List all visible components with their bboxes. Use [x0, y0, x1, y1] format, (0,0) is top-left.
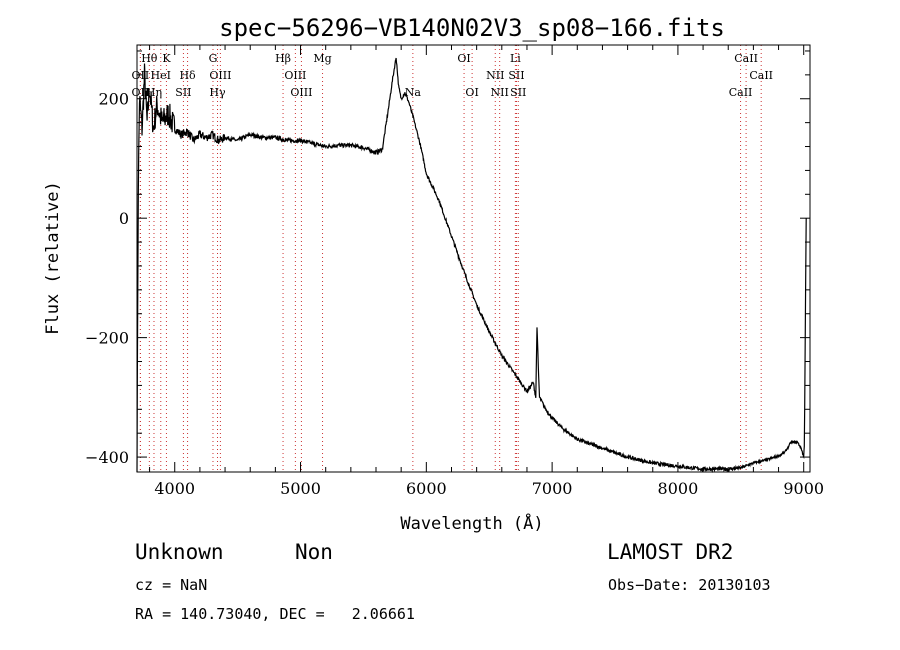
redshift-text: cz = NaN: [135, 576, 208, 594]
y-axis-label: Flux (relative): [43, 181, 63, 335]
survey-name: LAMOST DR2: [607, 540, 734, 564]
object-subclass: Non: [295, 540, 333, 564]
coordinates-text: RA = 140.73040, DEC = 2.06661: [135, 605, 415, 623]
object-class: Unknown: [135, 540, 224, 564]
spectrum-line: [136, 57, 807, 474]
line-marker-label: HeI: [151, 69, 171, 82]
x-tick-label: 9000: [783, 479, 824, 498]
y-tick-label: 0: [119, 209, 129, 228]
line-marker-label: NII: [486, 69, 504, 82]
line-marker-label: Li: [510, 52, 521, 65]
y-tick-label: −200: [85, 329, 129, 348]
line-marker-label: K: [162, 52, 171, 65]
y-tick-label: 200: [98, 90, 129, 109]
plot-frame: [136, 44, 811, 473]
x-tick-label: 5000: [280, 479, 321, 498]
line-marker-label: OIII: [284, 69, 306, 82]
obs-date-text: Obs−Date: 20130103: [608, 576, 771, 594]
line-marker-label: Na: [405, 86, 422, 99]
line-marker-label: NII: [491, 86, 509, 99]
line-marker-label: OI: [457, 52, 470, 65]
x-axis-label: Wavelength (Å): [400, 512, 543, 534]
line-marker-label: OII: [132, 69, 150, 82]
line-marker-label: G: [209, 52, 218, 65]
line-marker-label: CaII: [749, 69, 773, 82]
line-marker-label: Hθ: [141, 52, 158, 65]
chart-title: spec−56296−VB140N02V3_sp08−166.fits: [219, 14, 725, 42]
axis-ticks: 4000 5000 6000 7000 8000 9000 −400 −200 0 200: [85, 45, 824, 498]
line-marker-label: CaII: [734, 52, 758, 65]
x-tick-label: 6000: [406, 479, 447, 498]
line-marker-label: OIII: [290, 86, 312, 99]
line-marker-label: CaII: [729, 86, 753, 99]
line-marker-label: OI: [465, 86, 478, 99]
x-tick-label: 7000: [532, 479, 573, 498]
x-tick-label: 4000: [154, 479, 195, 498]
line-marker-label: SII: [510, 86, 526, 99]
line-marker-label: SII: [508, 69, 524, 82]
x-tick-label: 8000: [658, 479, 699, 498]
line-marker-label: Hδ: [179, 69, 196, 82]
line-marker-label: OIII: [209, 69, 231, 82]
line-marker-label: Mg: [313, 52, 331, 65]
line-marker-label: SII: [175, 86, 191, 99]
line-marker-label: Hγ: [209, 86, 226, 99]
line-marker-label: Hβ: [275, 52, 291, 65]
y-tick-label: −400: [85, 448, 129, 467]
